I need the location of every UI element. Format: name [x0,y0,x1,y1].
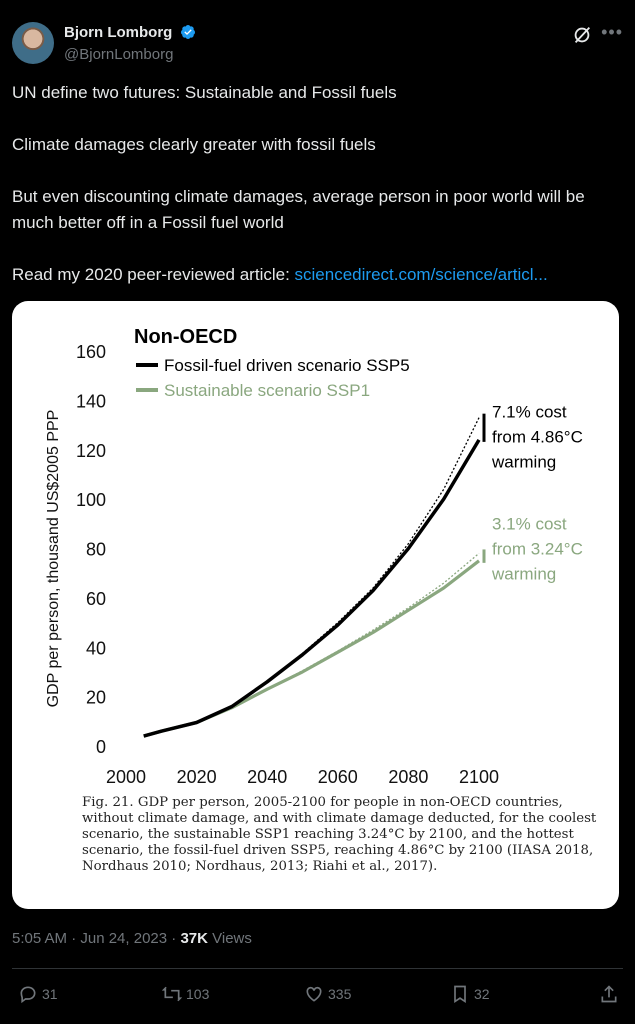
annotation-line: 3.1% cost [492,514,567,533]
divider [12,968,623,969]
share-button[interactable] [599,984,623,1004]
y-tick-label: 160 [76,342,106,362]
y-tick-label: 120 [76,441,106,461]
tweet-line-1: UN define two futures: Sustainable and F… [12,83,397,102]
annotation-line: 7.1% cost [492,403,567,422]
chart-title: Non-OECD [134,326,237,348]
tweet-text: UN define two futures: Sustainable and F… [12,80,623,314]
no-damage-line [231,552,480,709]
bookmark-button[interactable]: 32 [450,984,490,1004]
bookmark-icon [454,985,466,1004]
attached-image-card[interactable]: 0 20 40 60 80 100 120 140 160 2000 2020 2040 2060 208… [12,301,619,909]
x-tick-label: 2080 [388,767,428,787]
no-damage-line [231,417,480,708]
bookmark-count: 32 [474,986,490,1002]
y-tick-label: 20 [86,688,106,708]
x-tick-label: 2020 [177,767,217,787]
action-bar: 31 103 335 32 [12,980,623,1010]
reply-icon [20,986,36,1004]
share-icon [601,985,617,1003]
avatar[interactable] [12,22,54,64]
author-name-row[interactable]: Bjorn Lomborg [64,24,196,41]
figure-caption: Fig. 21. GDP per person, 2005-2100 for p… [82,795,597,874]
tweet-meta: 5:05 AM · Jun 24, 2023 · 37K Views [12,930,252,947]
y-tick-label: 0 [96,737,106,757]
article-link[interactable]: sciencedirect.com/science/articl... [294,265,548,284]
tweet-line-4: Read my 2020 peer-reviewed article: scie… [12,262,623,288]
repost-button[interactable]: 103 [162,984,209,1004]
tweet-line-2: Climate damages clearly greater with fos… [12,135,376,154]
author-handle[interactable]: @BjornLomborg [64,46,174,63]
annotation-line: warming [491,453,556,472]
legend-label: Sustainable scenario SSP1 [164,381,370,400]
more-options-icon[interactable]: ••• [601,22,623,42]
x-tick-label: 2060 [318,767,358,787]
repost-count: 103 [186,986,210,1002]
reply-count: 31 [42,986,58,1002]
grok-icon[interactable] [571,24,593,46]
y-tick-label: 100 [76,490,106,510]
x-tick-label: 2100 [459,767,499,787]
timestamp[interactable]: 5:05 AM · Jun 24, 2023 · [12,930,181,947]
annotation-line: from 3.24°C [492,539,583,558]
verified-badge-icon [180,25,195,39]
tweet-line-3: But even discounting climate damages, av… [12,187,585,232]
views-label: Views [207,930,252,947]
like-count: 335 [328,986,352,1002]
views-count: 37K [180,930,208,947]
x-tick-label: 2040 [247,767,287,787]
author-name[interactable]: Bjorn Lomborg [64,24,173,41]
y-tick-label: 80 [86,540,106,560]
like-button[interactable]: 335 [304,984,351,1004]
heart-icon [306,986,322,1002]
y-tick-label: 140 [76,391,106,411]
annotation-line: warming [491,564,556,583]
annotation-line: from 4.86°C [492,428,583,447]
tweet-header: Bjorn Lomborg @BjornLomborg ••• [12,20,623,66]
y-tick-label: 60 [86,589,106,609]
fossil-series-line [143,439,481,738]
tweet-line-4-prefix: Read my 2020 peer-reviewed article: [12,265,295,284]
y-axis-label: GDP per person, thousand US$2005 PPP [45,410,62,708]
reply-button[interactable]: 31 [18,984,58,1004]
x-tick-label: 2000 [106,767,146,787]
y-tick-label: 40 [86,638,106,658]
repost-icon [162,986,182,1002]
legend-label: Fossil-fuel driven scenario SSP5 [164,356,410,375]
